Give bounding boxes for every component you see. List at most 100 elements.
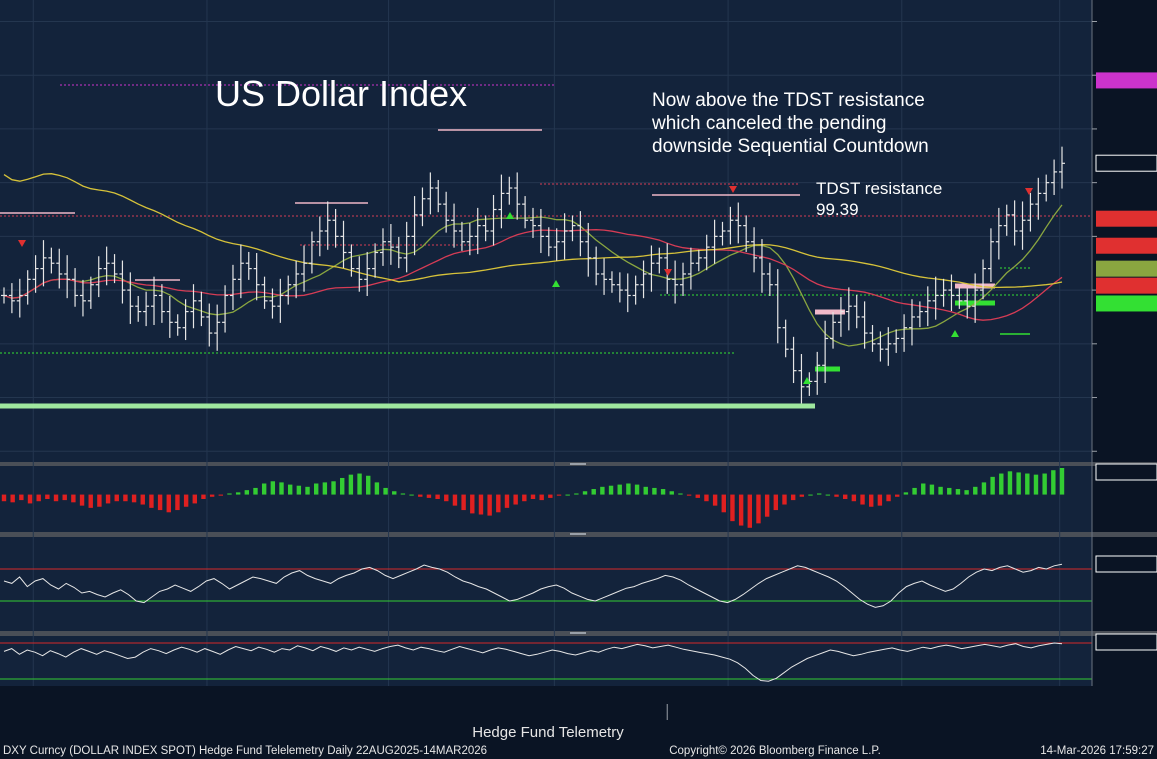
osc-bar	[279, 482, 284, 495]
divider-handle-3[interactable]	[570, 632, 586, 634]
osc-bar	[1033, 474, 1039, 495]
price-bar	[174, 314, 181, 336]
osc-bar	[487, 494, 492, 516]
price-bar	[332, 208, 339, 248]
annotation-line-1: Now above the TDST resistance	[652, 90, 925, 111]
osc-bar	[556, 494, 562, 496]
down-arrow-icon	[664, 269, 672, 276]
osc-bar	[591, 489, 596, 495]
osc-bar	[1025, 473, 1030, 495]
osc-bar	[756, 494, 761, 524]
price-bar	[190, 284, 197, 329]
price-bar	[774, 269, 781, 344]
stoch-panel	[0, 636, 1092, 686]
footer-center: Copyright© 2026 Bloomberg Finance L.P.	[669, 745, 881, 757]
price-bar	[72, 268, 79, 307]
price-bar	[261, 276, 268, 309]
price-bar	[151, 276, 158, 326]
osc-bar	[834, 494, 839, 497]
up-arrow-icon	[803, 377, 811, 384]
osc-bar	[608, 485, 614, 495]
osc-bar	[643, 486, 648, 495]
price-bars	[1, 146, 1065, 404]
price-bar	[56, 248, 63, 289]
osc-bar	[426, 494, 432, 498]
price-bar	[245, 251, 252, 280]
osc-bar	[296, 485, 302, 495]
osc-bar	[539, 494, 544, 501]
osc-bar	[877, 494, 883, 506]
osc-bar	[261, 483, 267, 495]
price-labels	[1095, 72, 1157, 651]
osc-bar	[166, 494, 171, 513]
price-bar	[451, 203, 458, 248]
osc-bar	[747, 494, 753, 528]
price-bar	[640, 260, 647, 299]
price-label-box	[1095, 154, 1157, 172]
footer-right: 14-Mar-2026 17:59:27	[1040, 745, 1154, 757]
osc-bar	[452, 494, 458, 506]
osc-bar	[712, 494, 718, 506]
price-bar	[964, 288, 971, 319]
price-bar	[719, 221, 726, 246]
price-bar	[648, 245, 655, 292]
price-bar	[608, 271, 615, 293]
price-bar	[830, 312, 837, 349]
price-bar	[980, 259, 987, 300]
osc-bar	[929, 484, 935, 495]
osc-bar	[790, 494, 796, 501]
stoch-indicator	[0, 642, 1092, 682]
price-bar	[798, 354, 805, 404]
price-bar	[8, 283, 15, 314]
osc-bar	[192, 494, 197, 504]
divider-handle-2[interactable]	[570, 533, 586, 535]
price-bar	[885, 327, 892, 366]
osc-bar	[123, 494, 128, 502]
osc-bar	[114, 494, 119, 502]
oscillator-panel	[0, 466, 1092, 532]
osc-bar	[218, 494, 224, 496]
osc-bar	[860, 494, 865, 505]
price-bar	[1043, 174, 1050, 202]
price-bar	[561, 213, 568, 260]
stoch-line	[3, 642, 1063, 682]
price-bar	[932, 276, 939, 320]
osc-bar	[825, 494, 831, 496]
price-bar	[845, 287, 852, 331]
osc-bar	[686, 494, 692, 496]
price-bar	[182, 299, 189, 341]
osc-bar	[504, 494, 510, 508]
price-bar	[222, 285, 229, 333]
oscillator-histogram	[1, 468, 1065, 528]
osc-bar	[1042, 473, 1047, 495]
price-label-box	[1096, 210, 1157, 227]
price-label-box	[1096, 72, 1157, 89]
osc-bar	[444, 494, 449, 502]
osc-bar	[71, 494, 76, 503]
rsi-panel	[0, 537, 1092, 631]
price-bar	[16, 278, 23, 318]
setup-arrows	[18, 186, 1033, 384]
osc-bar	[409, 494, 414, 496]
osc-bar	[157, 494, 163, 511]
osc-bar	[235, 492, 241, 495]
osc-bar	[79, 494, 85, 506]
osc-bar	[131, 494, 137, 503]
price-bar	[308, 231, 315, 274]
tdst-value: 99.39	[816, 200, 859, 219]
price-bar	[427, 172, 434, 215]
price-bar	[158, 284, 165, 323]
price-bar	[877, 331, 884, 362]
price-bar	[1019, 201, 1026, 250]
rsi-line	[3, 563, 1063, 608]
price-bar	[198, 291, 205, 327]
divider-handle-1[interactable]	[570, 463, 586, 465]
price-bar	[632, 275, 639, 305]
osc-bar	[704, 494, 709, 502]
osc-bar	[27, 494, 33, 504]
price-bar	[656, 247, 663, 274]
price-bar	[727, 206, 734, 245]
price-bar	[869, 325, 876, 352]
osc-bar	[201, 494, 206, 499]
